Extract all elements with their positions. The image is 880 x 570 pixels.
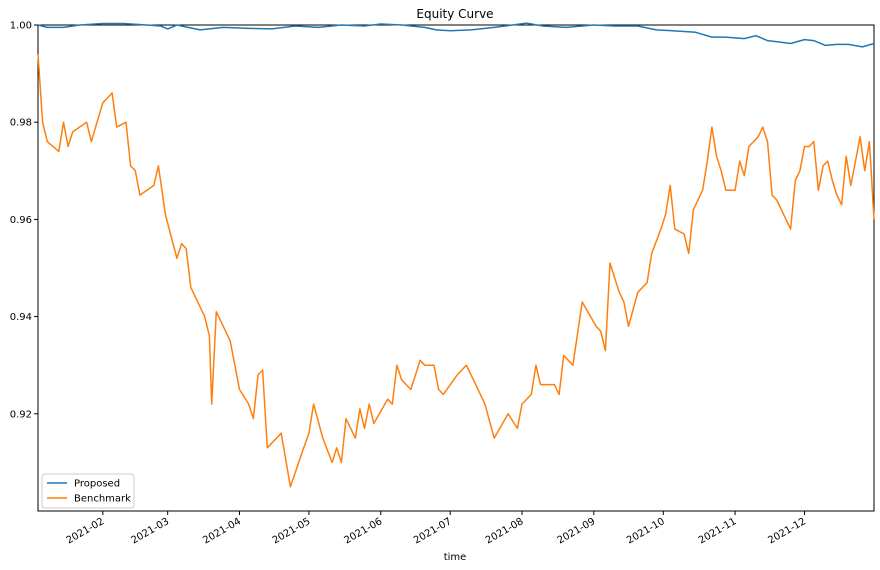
x-axis-label: time bbox=[444, 552, 467, 563]
x-tick-label: 2021-12 bbox=[766, 516, 808, 546]
legend-label-proposed: Proposed bbox=[74, 479, 120, 490]
series-group bbox=[37, 22, 875, 488]
y-tick-label: 0.96 bbox=[10, 215, 32, 226]
x-tick-label: 2021-07 bbox=[412, 516, 454, 546]
series-line-proposed bbox=[37, 22, 875, 48]
x-tick-label: 2021-02 bbox=[65, 516, 107, 546]
x-tick-label: 2021-11 bbox=[697, 516, 739, 546]
chart-title: Equity Curve bbox=[416, 7, 493, 21]
y-tick-label: 0.94 bbox=[10, 312, 32, 323]
series-line-benchmark bbox=[37, 54, 875, 488]
x-axis: 2021-02 2021-03 2021-04 2021-05 2021-06 2021-… bbox=[65, 511, 808, 546]
y-tick-label: 0.92 bbox=[10, 409, 32, 420]
y-axis: 0.92 0.94 0.96 0.98 1.00 bbox=[10, 21, 38, 420]
legend-label-benchmark: Benchmark bbox=[74, 494, 131, 505]
plot-area bbox=[37, 24, 875, 512]
x-tick-label: 2021-06 bbox=[343, 516, 385, 546]
x-tick-label: 2021-05 bbox=[271, 516, 313, 546]
y-tick-label: 1.00 bbox=[10, 21, 32, 32]
x-tick-label: 2021-04 bbox=[201, 516, 243, 546]
y-tick-label: 0.98 bbox=[10, 118, 32, 129]
x-tick-label: 2021-08 bbox=[484, 516, 526, 546]
x-tick-label: 2021-03 bbox=[129, 516, 171, 546]
x-tick-label: 2021-10 bbox=[625, 516, 667, 546]
x-tick-label: 2021-09 bbox=[556, 516, 598, 546]
legend: Proposed Benchmark bbox=[41, 473, 135, 509]
